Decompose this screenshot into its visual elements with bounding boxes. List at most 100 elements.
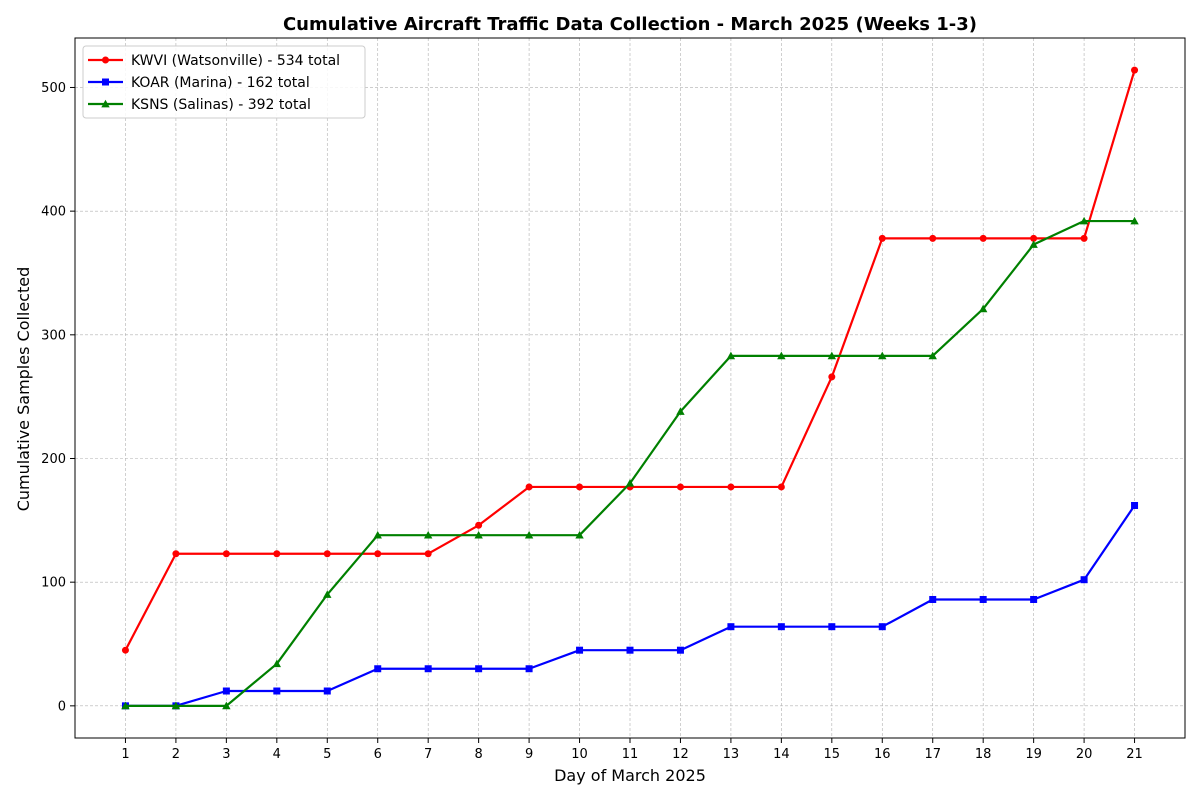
kwvi-data-point: [273, 550, 281, 558]
x-tick-label: 2: [172, 747, 180, 762]
x-tick-label: 3: [222, 747, 230, 762]
ksns-data-point: [1029, 240, 1038, 248]
kwvi-data-point: [1131, 66, 1139, 74]
ksns-data-point: [1130, 216, 1139, 225]
koar-data-point: [525, 665, 533, 673]
x-axis-label: Day of March 2025: [554, 766, 706, 785]
ksns-data-point: [878, 351, 887, 360]
x-tick-label: 18: [975, 747, 992, 762]
koar-data-point: [374, 665, 382, 673]
x-tick-label: 13: [723, 747, 740, 762]
koar-data-point: [424, 665, 432, 673]
ksns-data-point: [222, 701, 231, 710]
kwvi-data-point: [374, 550, 382, 558]
koar-data-point: [273, 687, 281, 695]
legend: KWVI (Watsonville) - 534 total KOAR (Mari…: [82, 45, 366, 119]
plot-area: 1 2 3 4 5 6 7 8 9 10 11 12 13 14 15 16 17 18 19 20 210100200…: [41, 37, 1186, 762]
kwvi-data-point: [1030, 234, 1038, 242]
ksns-data-point: [524, 530, 534, 539]
ksns-data-point: [676, 407, 685, 415]
ksns-data-point: [323, 590, 332, 598]
kwvi-data-point: [676, 483, 684, 491]
koar-data-point: [626, 646, 634, 654]
y-tick-label: 400: [41, 205, 66, 220]
koar-data-point: [727, 623, 735, 631]
kwvi-data-point: [525, 483, 533, 491]
ksns-data-point: [625, 479, 635, 487]
koar-data-point: [878, 623, 886, 631]
x-tick-label: 9: [525, 747, 533, 762]
kwvi-data-point: [777, 483, 785, 491]
x-tick-label: 15: [824, 747, 841, 762]
koar-data-point: [222, 687, 230, 695]
kwvi-data-point: [121, 646, 129, 654]
koar-data-point: [676, 646, 684, 654]
ksns-data-point: [575, 530, 584, 539]
x-tick-label: 11: [622, 747, 639, 762]
x-tick-label: 21: [1126, 747, 1143, 762]
x-tick-label: 17: [924, 747, 941, 762]
koar-data-point: [1131, 501, 1139, 509]
x-tick-label: 12: [672, 747, 689, 762]
ksns-data-point: [726, 351, 736, 360]
koar-data-point: [929, 595, 937, 603]
ksns-data-point: [272, 659, 282, 668]
kwvi-data-point: [727, 483, 735, 491]
ksns-legend-label: KSNS (Salinas) - 392 total: [131, 97, 311, 113]
koar-data-point: [1030, 595, 1038, 603]
x-tick-label: 19: [1025, 747, 1042, 762]
kwvi-data-point: [475, 521, 483, 529]
ksns-legend-marker: [101, 99, 110, 108]
y-axis-label: Cumulative Samples Collected: [14, 267, 33, 512]
kwvi-data-point: [878, 234, 886, 242]
ksns-data-point: [978, 304, 988, 313]
ksns-data-point: [827, 351, 837, 360]
y-tick-label: 0: [58, 699, 66, 714]
x-tick-label: 5: [323, 747, 331, 762]
kwvi-data-point: [222, 550, 230, 558]
legend-box: [82, 45, 366, 119]
kwvi-data-point: [172, 550, 180, 558]
x-tick-label: 14: [773, 747, 790, 762]
ksns-data-point: [928, 351, 937, 360]
koar-data-point: [828, 623, 836, 631]
kwvi-data-point: [828, 373, 836, 381]
chart-title: Cumulative Aircraft Traffic Data Collect…: [283, 14, 977, 35]
x-tick-label: 8: [474, 747, 482, 762]
y-tick-label: 300: [41, 328, 66, 343]
kwvi-data-point: [424, 550, 432, 558]
kwvi-legend-label: KWVI (Watsonville) - 534 total: [131, 53, 340, 69]
kwvi-data-point: [979, 234, 987, 242]
x-tick-label: 7: [424, 747, 432, 762]
x-tick-label: 20: [1076, 747, 1093, 762]
kwvi-data-point: [1080, 234, 1088, 242]
ksns-data-point: [373, 530, 382, 539]
y-tick-label: 100: [41, 576, 66, 591]
koar-data-point: [777, 623, 785, 631]
koar-data-point: [323, 687, 331, 695]
ksns-data-point: [171, 701, 181, 710]
kwvi-data-point: [929, 234, 937, 242]
y-tick-label: 200: [41, 452, 66, 467]
x-tick-label: 6: [374, 747, 382, 762]
koar-data-point: [979, 595, 987, 603]
x-tick-label: 4: [273, 747, 281, 762]
koar-legend-label: KOAR (Marina) - 162 total: [131, 75, 310, 91]
koar-data-point: [1080, 576, 1088, 584]
ksns-data-point: [474, 530, 483, 539]
kwvi-data-point: [323, 550, 331, 558]
koar-data-point: [475, 665, 483, 673]
kwvi-data-point: [576, 483, 584, 491]
ksns-data-point: [1079, 216, 1089, 225]
x-tick-label: 16: [874, 747, 891, 762]
y-tick-label: 500: [41, 81, 66, 96]
ksns-data-point: [777, 351, 786, 360]
koar-data-point: [576, 646, 584, 654]
kwvi-legend-marker: [102, 56, 109, 64]
ksns-data-point: [121, 701, 130, 710]
ksns-data-point: [423, 530, 433, 539]
koar-legend-marker: [102, 78, 109, 86]
x-tick-label: 10: [571, 747, 588, 762]
